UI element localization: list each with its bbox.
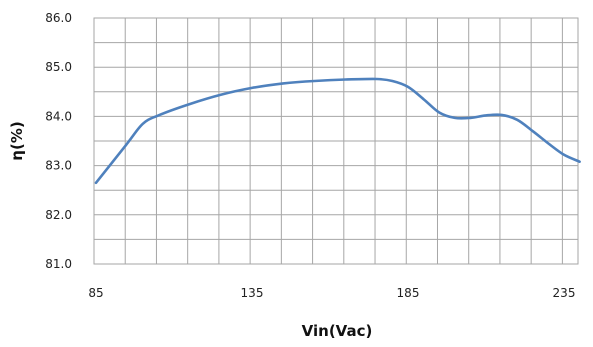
- x-axis-ticks: 85 135 185 235: [88, 286, 575, 300]
- y-tick-label: 82.0: [45, 208, 72, 222]
- x-tick-label: 185: [397, 286, 420, 300]
- y-axis-ticks: 81.0 82.0 83.0 84.0 85.0 86.0: [45, 11, 72, 271]
- grid: [93, 17, 578, 265]
- y-tick-label: 86.0: [45, 11, 72, 25]
- x-tick-label: 235: [553, 286, 576, 300]
- y-tick-label: 83.0: [45, 159, 72, 173]
- y-tick-label: 85.0: [45, 60, 72, 74]
- y-tick-label: 84.0: [45, 109, 72, 123]
- y-axis-title: η(%): [8, 121, 26, 160]
- plot-area-frame: [93, 17, 579, 265]
- x-tick-label: 135: [241, 286, 264, 300]
- efficiency-series-line: [94, 77, 581, 185]
- x-axis-title: Vin(Vac): [302, 322, 373, 340]
- x-tick-label: 85: [88, 286, 103, 300]
- y-tick-label: 81.0: [45, 257, 72, 271]
